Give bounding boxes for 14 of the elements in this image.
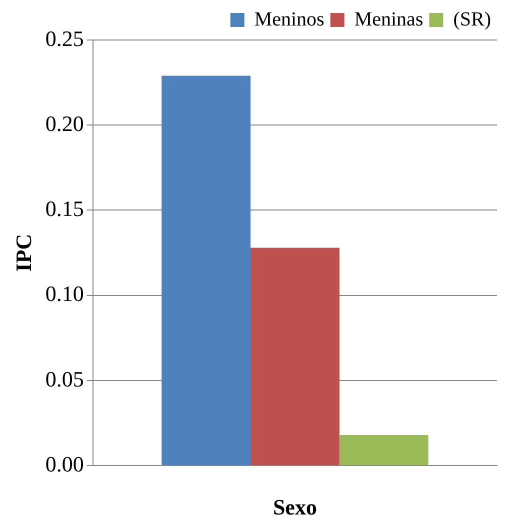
- y-tick-label: 0.10: [45, 281, 84, 306]
- y-tick-label: 0.15: [45, 196, 84, 222]
- bar: [339, 434, 428, 466]
- y-tick-label: 0.05: [45, 366, 84, 392]
- y-tick-label: 0.20: [45, 110, 84, 136]
- y-axis-title: IPC: [10, 234, 36, 272]
- bar: [250, 248, 340, 466]
- y-tick-label: 0.00: [45, 451, 84, 476]
- legend-label: Meninos: [254, 8, 325, 30]
- legend-label: Meninas: [354, 8, 424, 30]
- bar: [162, 76, 250, 466]
- legend-label: (SR): [453, 8, 492, 30]
- x-axis-title: Sexo: [272, 494, 317, 520]
- y-tick-label: 0.25: [45, 26, 84, 51]
